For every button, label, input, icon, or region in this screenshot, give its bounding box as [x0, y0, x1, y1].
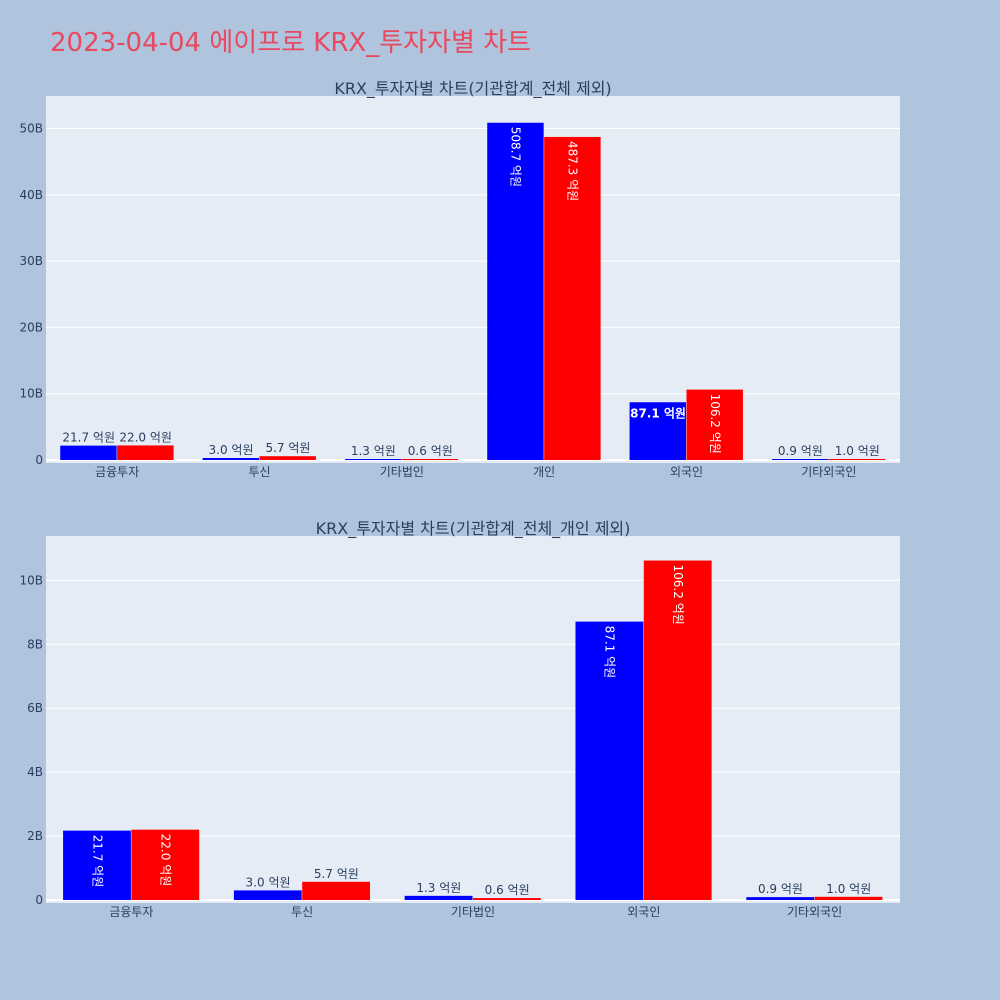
y-tick-label: 8B	[27, 637, 43, 651]
bar-label: 1.0 억원	[826, 882, 871, 896]
bar-label: 106.2 억원	[671, 565, 685, 625]
x-tick-label: 투신	[291, 905, 313, 919]
bar-label: 87.1 억원	[630, 406, 686, 420]
x-tick-label: 금융투자	[95, 465, 139, 479]
chart-title-2: KRX_투자자별 차트(기관합계_전체_개인 제외)	[316, 519, 631, 539]
y-tick-label: 50B	[19, 122, 43, 136]
x-tick-label: 금융투자	[109, 905, 153, 919]
plot-area-1	[46, 96, 900, 463]
main-title: 2023-04-04 에이프로 KRX_투자자별 차트	[50, 28, 532, 58]
bar-buy	[629, 402, 686, 460]
bar-label: 106.2 억원	[708, 394, 722, 454]
x-tick-label: 개인	[533, 465, 555, 479]
bar-label: 3.0 억원	[209, 443, 254, 457]
bar-buy	[344, 459, 402, 460]
bar-label: 1.3 억원	[351, 444, 396, 458]
bar-sell	[259, 456, 316, 460]
bar-label: 1.3 억원	[416, 881, 461, 895]
bar-label: 487.3 억원	[566, 141, 580, 201]
bar-sell	[473, 898, 541, 900]
bar-buy	[202, 458, 259, 460]
bar-buy	[233, 890, 302, 900]
bar-label: 3.0 억원	[246, 875, 291, 889]
bar-label: 1.0 억원	[835, 444, 880, 458]
bar-label: 21.7 억원	[62, 431, 115, 445]
y-tick-label: 40B	[19, 188, 43, 202]
bar-buy	[404, 895, 473, 900]
bar-sell	[686, 389, 743, 460]
bar-buy	[771, 459, 829, 460]
bar-buy	[575, 621, 644, 900]
y-tick-label: 10B	[19, 387, 43, 401]
chart-title-1: KRX_투자자별 차트(기관합계_전체 제외)	[334, 79, 611, 99]
bar-sell	[302, 881, 371, 900]
bar-label: 5.7 억원	[265, 441, 310, 455]
bar-label: 87.1 억원	[603, 626, 617, 679]
bar-buy	[487, 122, 544, 461]
bar-sell	[643, 560, 712, 900]
x-tick-label: 기타법인	[380, 465, 424, 479]
y-tick-label: 10B	[19, 573, 43, 587]
bar-label: 0.6 억원	[408, 444, 453, 458]
bar-sell	[544, 136, 601, 460]
x-tick-label: 외국인	[670, 465, 703, 479]
bar-label: 508.7 억원	[509, 127, 523, 187]
y-tick-label: 4B	[27, 765, 43, 779]
y-tick-label: 0	[35, 893, 43, 907]
bar-label: 5.7 억원	[314, 867, 359, 881]
bar-sell	[131, 829, 200, 900]
y-tick-label: 30B	[19, 254, 43, 268]
y-tick-label: 6B	[27, 701, 43, 715]
x-tick-label: 기타법인	[451, 905, 495, 919]
bar-label: 22.0 억원	[159, 834, 173, 887]
x-tick-label: 기타외국인	[801, 465, 856, 479]
bar-label: 0.6 억원	[485, 883, 530, 897]
bar-label: 0.9 억원	[778, 444, 823, 458]
y-tick-label: 2B	[27, 829, 43, 843]
bar-buy	[60, 445, 117, 460]
bar-sell	[401, 459, 459, 460]
y-tick-label: 0	[35, 453, 43, 467]
bar-buy	[746, 897, 815, 900]
y-tick-label: 20B	[19, 320, 43, 334]
bar-sell	[814, 896, 883, 900]
bar-buy	[63, 830, 131, 900]
x-tick-label: 투신	[248, 465, 270, 479]
bar-sell	[117, 445, 174, 460]
x-tick-label: 외국인	[627, 905, 660, 919]
bar-sell	[828, 459, 886, 460]
bar-label: 21.7 억원	[90, 835, 104, 888]
bar-label: 0.9 억원	[758, 882, 803, 896]
bar-label: 22.0 억원	[119, 430, 172, 444]
x-tick-label: 기타외국인	[787, 905, 842, 919]
